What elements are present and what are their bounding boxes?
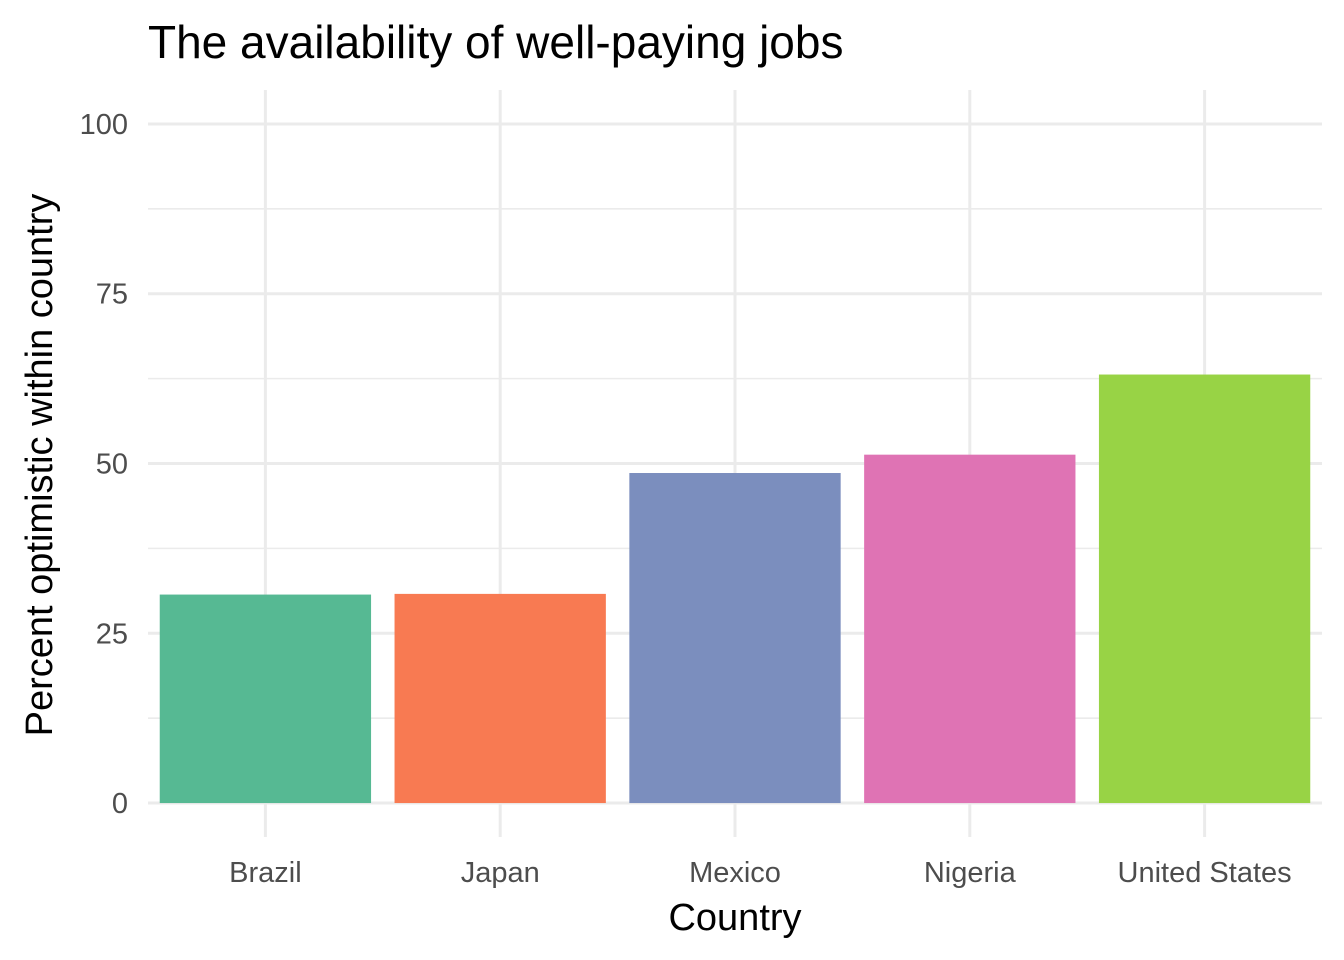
y-tick-label: 0 (112, 788, 128, 820)
y-tick-label: 50 (96, 449, 128, 481)
x-axis-title: Country (668, 897, 801, 939)
x-tick-label: Mexico (689, 857, 781, 889)
y-tick-label: 100 (80, 109, 128, 141)
x-tick-label: Brazil (229, 857, 302, 889)
bars (159, 374, 1311, 804)
y-axis-title: Percent optimistic within country (19, 194, 61, 737)
x-tick-label: Nigeria (924, 857, 1017, 889)
x-tick-label: United States (1118, 857, 1292, 889)
bar-united-states (1098, 374, 1311, 804)
x-axis-ticks: Brazil Japan Mexico Nigeria United States (229, 857, 1292, 889)
y-tick-label: 75 (96, 279, 128, 311)
y-axis-ticks: 0 25 50 75 100 (80, 109, 128, 820)
x-tick-label: Japan (461, 857, 540, 889)
chart-title: The availability of well-paying jobs (148, 16, 843, 68)
bar-nigeria (864, 454, 1076, 804)
y-tick-label: 25 (96, 618, 128, 650)
bar-mexico (629, 473, 841, 804)
bar-brazil (159, 594, 372, 804)
bar-japan (394, 593, 606, 804)
